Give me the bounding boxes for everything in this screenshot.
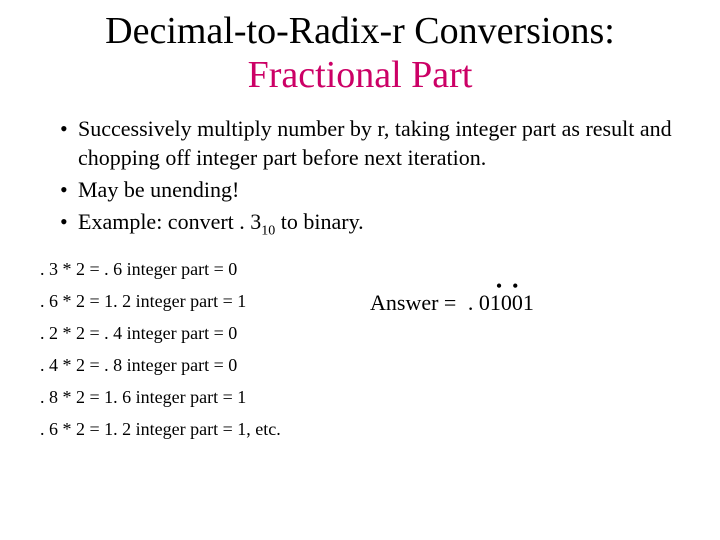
bullet-text: Example: convert . 3 [78,209,261,234]
dot-icon: • [512,276,518,296]
answer-block: Answer = •• . 01001 [370,290,534,316]
answer-value: •• . 01001 [468,290,534,315]
step-line: . 2 * 2 = . 4 integer part = 0 [40,324,340,342]
answer-label: Answer = [370,290,462,315]
step-line: . 4 * 2 = . 8 integer part = 0 [40,356,340,374]
bullet-item: Example: convert . 310 to binary. [60,208,680,240]
bullet-text: May be unending! [78,177,239,202]
bullet-item: May be unending! [60,176,680,204]
bullet-item: Successively multiply number by r, takin… [60,115,680,171]
bullet-text: Successively multiply number by r, takin… [78,116,672,169]
slide-title: Decimal-to-Radix-r Conversions: Fraction… [40,10,680,97]
repeat-dots: •• [496,276,519,297]
step-line: . 8 * 2 = 1. 6 integer part = 1 [40,388,340,406]
slide: Decimal-to-Radix-r Conversions: Fraction… [0,0,720,540]
calculation-steps: . 3 * 2 = . 6 integer part = 0 . 6 * 2 =… [40,260,340,452]
bullet-text-tail: to binary. [275,209,363,234]
bullet-list: Successively multiply number by r, takin… [40,115,680,240]
title-line-2: Fractional Part [248,54,473,96]
title-line-1: Decimal-to-Radix-r Conversions: [105,10,615,52]
step-line: . 3 * 2 = . 6 integer part = 0 [40,260,340,278]
step-line: . 6 * 2 = 1. 2 integer part = 1, etc. [40,420,340,438]
content-row: . 3 * 2 = . 6 integer part = 0 . 6 * 2 =… [40,260,680,452]
subscript: 10 [261,223,275,238]
step-line: . 6 * 2 = 1. 2 integer part = 1 [40,292,340,310]
dot-icon: • [496,276,502,296]
